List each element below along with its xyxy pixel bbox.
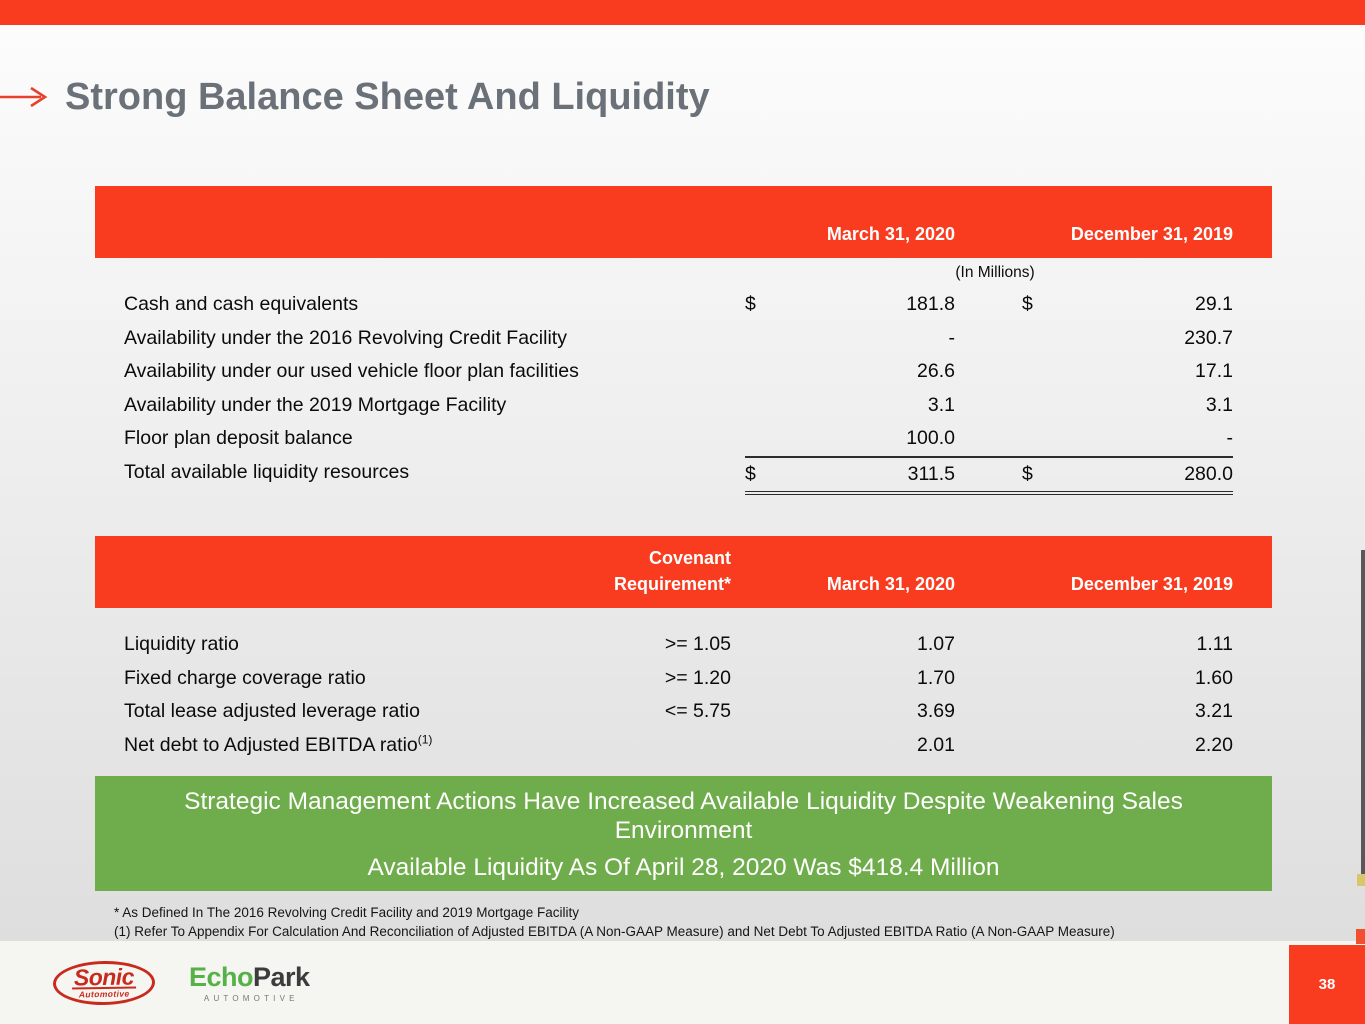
banner-liquidity-update: Available Liquidity As Of April 28, 2020… xyxy=(367,854,1000,881)
value-march: 1.70 xyxy=(917,666,955,689)
value-march: 1.07 xyxy=(917,633,955,655)
units-note: (In Millions) xyxy=(955,264,1035,281)
value-december: 29.1 xyxy=(1195,293,1233,315)
footnote-asterisk: * As Defined In The 2016 Revolving Credi… xyxy=(114,905,579,920)
scrollbar-marker-icon xyxy=(1357,874,1365,886)
dollar-sign: $ xyxy=(1022,293,1033,315)
highlight-banner: Strategic Management Actions Have Increa… xyxy=(95,776,1272,891)
banner-message: Strategic Management Actions Have Increa… xyxy=(184,788,1183,815)
table-row-revolving-credit: Availability under the 2016 Revolving Cr… xyxy=(95,322,1272,356)
column-header-march-2020: March 31, 2020 xyxy=(826,574,955,594)
echopark-logo-park: Park xyxy=(253,961,310,992)
value-december: 1.60 xyxy=(1195,666,1233,689)
covenant-table: Covenant Requirement* March 31, 2020 Dec… xyxy=(95,536,1272,762)
top-accent-bar xyxy=(0,0,1365,25)
page-title: Strong Balance Sheet And Liquidity xyxy=(65,76,710,118)
value-december: 17.1 xyxy=(1195,360,1233,382)
value-requirement: >= 1.05 xyxy=(664,633,731,655)
value-december: 1.11 xyxy=(1196,633,1233,655)
slide-content: March 31, 2020 December 31, 2019 (In Mil… xyxy=(95,186,1272,941)
dollar-sign: $ xyxy=(1022,455,1057,495)
value-december: 280.0 xyxy=(1057,455,1233,495)
liquidity-table: March 31, 2020 December 31, 2019 (In Mil… xyxy=(95,186,1272,495)
value-december: 3.1 xyxy=(1205,393,1233,416)
sonic-automotive-logo: Sonic Automotive xyxy=(52,959,156,1006)
value-march: 26.6 xyxy=(917,360,955,382)
table-row-liquidity-ratio: Liquidity ratio >= 1.05 1.07 1.11 xyxy=(95,628,1272,662)
covenant-table-body: Liquidity ratio >= 1.05 1.07 1.11 Fixed … xyxy=(95,608,1272,762)
value-december: - xyxy=(1226,427,1234,449)
value-march: - xyxy=(948,326,956,349)
echopark-logo: EchoPark AUTOMOTIVE xyxy=(189,963,310,1003)
row-label: Total available liquidity resources xyxy=(124,460,410,483)
title-row: Strong Balance Sheet And Liquidity xyxy=(0,74,710,120)
row-label: Net debt to Adjusted EBITDA ratio(1) xyxy=(124,732,433,756)
column-header-march-2020: March 31, 2020 xyxy=(826,224,955,244)
value-march: 3.1 xyxy=(927,393,955,416)
value-december: 3.21 xyxy=(1195,700,1233,722)
row-label: Floor plan deposit balance xyxy=(124,427,353,449)
footnote-1: (1) Refer To Appendix For Calculation An… xyxy=(114,923,1115,939)
table-row-floor-plan-deposit: Floor plan deposit balance 100.0 - xyxy=(95,422,1272,456)
column-header-december-2019: December 31, 2019 xyxy=(1070,224,1233,244)
value-december: 230.7 xyxy=(1184,326,1233,349)
value-december: 2.20 xyxy=(1195,733,1233,756)
footnote-marker: (1) xyxy=(417,732,433,746)
table-row-mortgage-facility: Availability under the 2019 Mortgage Fac… xyxy=(95,389,1272,423)
covenant-table-header: Covenant Requirement* March 31, 2020 Dec… xyxy=(95,536,1272,608)
page-number-badge: 38 xyxy=(1289,945,1365,1024)
value-march: 2.01 xyxy=(917,733,955,756)
footnotes: * As Defined In The 2016 Revolving Credi… xyxy=(95,904,1272,941)
liquidity-table-header: March 31, 2020 December 31, 2019 xyxy=(95,186,1272,258)
value-march: 3.69 xyxy=(917,700,955,722)
value-march: 181.8 xyxy=(906,293,955,315)
echopark-logo-echo: Echo xyxy=(189,961,254,992)
slide-footer: Sonic Automotive EchoPark AUTOMOTIVE xyxy=(0,941,1365,1024)
dollar-sign: $ xyxy=(745,293,756,315)
table-row-cash: Cash and cash equivalents $ 181.8 $ 29.1 xyxy=(95,288,1272,322)
column-header-covenant-requirement: Covenant Requirement* xyxy=(613,548,731,594)
row-label: Availability under the 2016 Revolving Cr… xyxy=(124,326,567,349)
value-requirement xyxy=(554,729,731,763)
table-row-total-liquidity: Total available liquidity resources $ 31… xyxy=(95,455,1272,495)
sonic-logo-text: Sonic xyxy=(71,962,137,990)
value-march: 100.0 xyxy=(906,427,955,449)
table-row-floor-plan-facilities: Availability under our used vehicle floo… xyxy=(95,355,1272,389)
scrollbar-marker-icon xyxy=(1356,929,1365,944)
value-requirement: <= 5.75 xyxy=(664,700,731,722)
value-requirement: >= 1.20 xyxy=(664,666,731,689)
column-header-december-2019: December 31, 2019 xyxy=(1070,574,1233,594)
page-number: 38 xyxy=(1318,976,1336,993)
row-label: Total lease adjusted leverage ratio xyxy=(124,700,420,722)
row-label: Availability under our used vehicle floo… xyxy=(124,360,579,382)
row-label: Fixed charge coverage ratio xyxy=(124,666,366,689)
echopark-logo-subtext: AUTOMOTIVE xyxy=(203,993,299,1003)
scrollbar-thumb[interactable] xyxy=(1361,550,1365,880)
arrow-right-icon xyxy=(0,86,48,108)
dollar-sign: $ xyxy=(745,455,780,495)
row-label: Cash and cash equivalents xyxy=(124,293,359,315)
value-march: 311.5 xyxy=(780,455,955,495)
table-row-lease-leverage-ratio: Total lease adjusted leverage ratio <= 5… xyxy=(95,695,1272,729)
row-label: Liquidity ratio xyxy=(124,633,239,655)
table-row-net-debt-ratio: Net debt to Adjusted EBITDA ratio(1) 2.0… xyxy=(95,729,1272,763)
row-label: Availability under the 2019 Mortgage Fac… xyxy=(124,393,507,416)
banner-message: Environment xyxy=(614,817,753,844)
table-row-fixed-charge-ratio: Fixed charge coverage ratio >= 1.20 1.70… xyxy=(95,662,1272,696)
sonic-logo-subtext: Automotive xyxy=(78,987,130,999)
